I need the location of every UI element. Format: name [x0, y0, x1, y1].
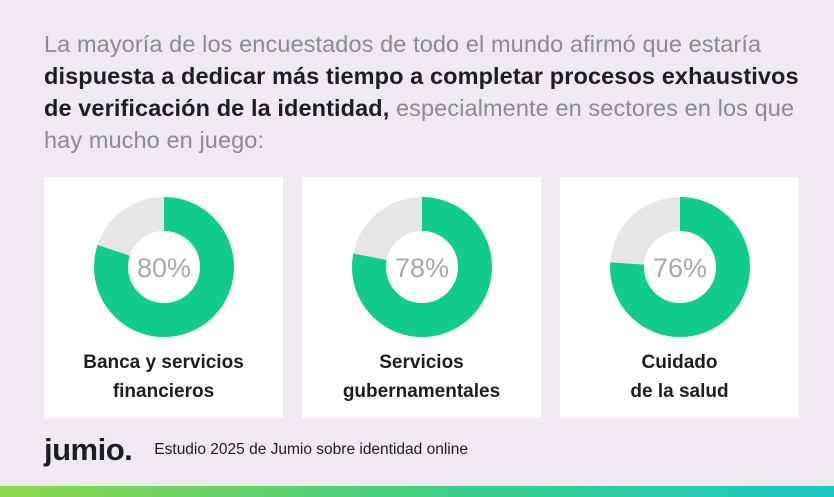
card-banking: 80% Banca y servicios financieros [44, 177, 283, 418]
headline: La mayoría de los encuestados de todo el… [44, 28, 804, 156]
jumio-logo: jumio. [44, 432, 133, 468]
donut-value-arc [94, 197, 234, 337]
source-note: Estudio 2025 de Jumio sobre identidad on… [154, 441, 468, 458]
headline-part-1: La mayoría de los encuestados de todo el… [44, 31, 762, 57]
card-label: Banca y servicios financieros [83, 352, 244, 402]
footer: jumio. Estudio 2025 de Jumio sobre ident… [44, 432, 468, 468]
card-label: Cuidado de la salud [630, 352, 729, 402]
gradient-bottom-bar [0, 486, 834, 497]
card-healthcare: 76% Cuidado de la salud [560, 177, 799, 418]
donut-chart-government: 78% [352, 197, 492, 337]
donut-chart-banking: 80% [94, 197, 234, 337]
donut-value-label: 78% [395, 253, 449, 283]
card-government: 78% Servicios gubernamentales [302, 177, 541, 418]
donut-value-label: 76% [653, 253, 707, 283]
logo-dot: . [124, 432, 133, 467]
donut-chart-healthcare: 76% [610, 197, 750, 337]
logo-wordmark: jumio [44, 432, 125, 467]
donut-value-arc [352, 197, 492, 337]
headline-bold-part: dispuesta a dedicar más tiempo a complet… [44, 63, 799, 121]
card-label: Servicios gubernamentales [342, 352, 501, 402]
donut-value-arc [610, 197, 750, 337]
donut-value-label: 80% [137, 253, 191, 283]
headline-part-3: especialmente en sectores en los que hay… [44, 95, 795, 153]
donut-cards: 80% Banca y servicios financieros 78% Se… [44, 177, 799, 418]
